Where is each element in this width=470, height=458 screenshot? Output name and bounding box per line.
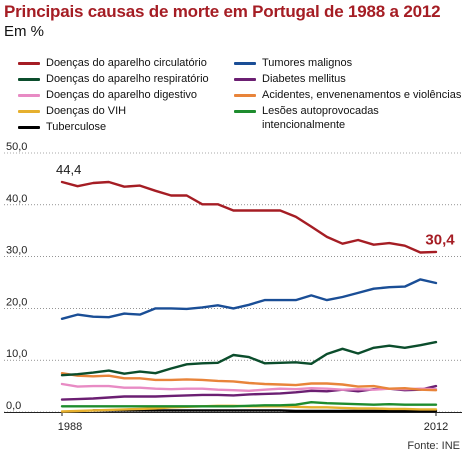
data-annotation: 44,4 xyxy=(56,162,81,177)
y-tick-label: 20,0 xyxy=(6,296,27,308)
series-line-lesoes-autoprovocadas-intencionalmente xyxy=(60,401,438,408)
series-line-acidentes-envenenamentos-e-violencias xyxy=(60,372,438,392)
x-tick-label: 1988 xyxy=(58,421,82,433)
legend-item-acidentes: Acidentes, envenenamentos e violências xyxy=(234,88,462,102)
y-tick-label: 10,0 xyxy=(6,348,27,360)
series-line-doencas-do-aparelho-circulatorio xyxy=(60,180,438,254)
legend-swatch xyxy=(18,110,40,113)
legend-label: Diabetes mellitus xyxy=(262,73,346,85)
series-line-doencas-do-aparelho-respiratorio xyxy=(60,340,438,377)
legend-swatch xyxy=(18,78,40,81)
source-note: Fonte: INE xyxy=(407,440,460,452)
y-tick-label: 0,0 xyxy=(6,400,21,412)
legend-label: Acidentes, envenenamentos e violências xyxy=(262,89,462,101)
x-tick-label: 2012 xyxy=(424,421,448,433)
legend-label-line1: Lesões autoprovocadas xyxy=(262,105,379,117)
legend-swatch xyxy=(234,78,256,81)
legend-item-circulatorio: Doenças do aparelho circulatório xyxy=(18,56,207,70)
chart-subtitle: Em % xyxy=(4,23,45,40)
legend-item-diabetes: Diabetes mellitus xyxy=(234,72,346,86)
legend-swatch xyxy=(234,94,256,97)
y-tick-label: 30,0 xyxy=(6,245,27,257)
line-chart: 0,0 10,0 20,0 30,0 40,0 50,0 1988 2012 44,4 30,4 xyxy=(4,141,462,433)
series-line-doencas-do-aparelho-digestivo xyxy=(60,382,438,392)
legend-item-tumores: Tumores malignos xyxy=(234,56,353,70)
legend-swatch xyxy=(18,126,40,129)
legend-label: Doenças do aparelho circulatório xyxy=(46,57,207,69)
legend-swatch xyxy=(18,94,40,97)
chart-title: Principais causas de morte em Portugal d… xyxy=(4,2,441,21)
legend-item-lesoes: Lesões autoprovocadas intencionalmente xyxy=(234,104,379,132)
y-tick-label: 50,0 xyxy=(6,141,27,153)
legend: Doenças do aparelho circulatório Doenças… xyxy=(0,56,470,136)
legend-label: Doenças do VIH xyxy=(46,105,127,117)
y-tick-label: 40,0 xyxy=(6,193,27,205)
legend-item-vih: Doenças do VIH xyxy=(18,104,127,118)
legend-swatch xyxy=(234,110,256,113)
legend-swatch xyxy=(18,62,40,65)
legend-label: Tumores malignos xyxy=(262,57,353,69)
legend-item-respiratorio: Doenças do aparelho respiratório xyxy=(18,72,209,86)
series-line-tuberculose xyxy=(92,409,438,413)
series-line-tumores-malignos xyxy=(60,278,438,320)
legend-label-line2: intencionalmente xyxy=(262,119,346,131)
legend-label: Doenças do aparelho digestivo xyxy=(46,89,198,101)
legend-item-digestivo: Doenças do aparelho digestivo xyxy=(18,88,198,102)
data-annotation: 30,4 xyxy=(425,232,455,249)
legend-swatch xyxy=(234,62,256,65)
legend-label: Doenças do aparelho respiratório xyxy=(46,73,209,85)
legend-label: Tuberculose xyxy=(46,121,107,133)
legend-item-tuberculose: Tuberculose xyxy=(18,120,107,134)
